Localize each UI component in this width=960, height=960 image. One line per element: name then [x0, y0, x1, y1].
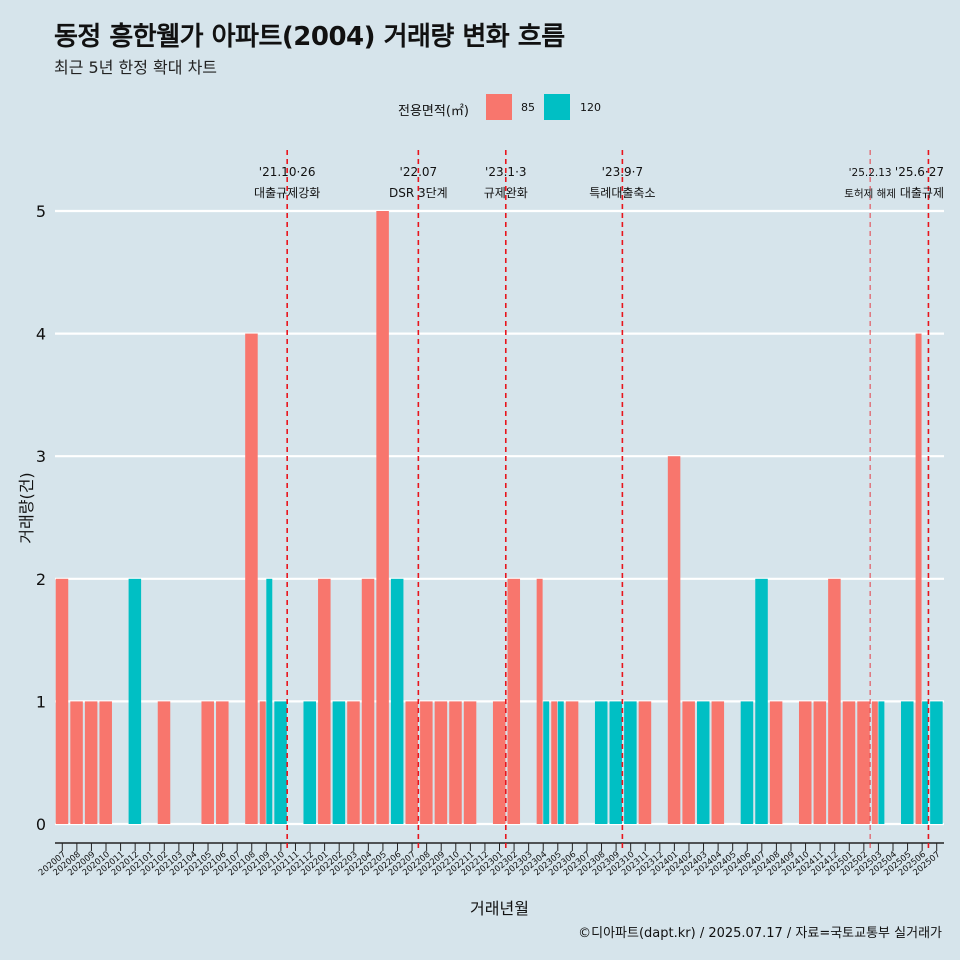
- bar-85-202203: [347, 701, 360, 824]
- bar-85-202502: [857, 701, 870, 824]
- bar-85-202209: [434, 701, 448, 824]
- bar-120-202506: [922, 701, 929, 824]
- bar-85-202302: [507, 578, 521, 824]
- bar-120-202109: [266, 578, 273, 824]
- bar-120-202406: [740, 701, 754, 824]
- x-axis-title: 거래년월: [470, 899, 529, 918]
- bar-85-202106: [216, 701, 229, 824]
- bar-120-202505: [901, 701, 914, 824]
- bar-120-202304: [543, 701, 550, 824]
- bar-85-202007: [55, 578, 69, 824]
- bar-85-202401: [667, 456, 681, 824]
- bar-85-202201: [318, 578, 331, 824]
- bar-85-202301: [492, 701, 506, 824]
- bar-85-202210: [449, 701, 462, 824]
- chart-subtitle: 최근 5년 한정 확대 차트: [54, 58, 218, 77]
- caption: ©디아파트(dapt.kr) / 2025.07.17 / 자료=국토교통부 실…: [578, 926, 942, 941]
- legend-label-120: 120: [580, 101, 601, 114]
- event-label: 규제완화: [484, 186, 528, 200]
- bar-85-202503: [871, 701, 878, 824]
- event-date-label: '25.6·27: [895, 165, 944, 179]
- bar-85-202108: [245, 333, 258, 824]
- bar-120-202206: [390, 578, 404, 824]
- bar-85-202412: [828, 578, 841, 824]
- event-date-label: '23.1·3: [485, 165, 526, 179]
- bar-120-202403: [696, 701, 710, 824]
- legend: 전용면적(㎡) 85 120: [0, 94, 960, 122]
- bar-85-202204: [361, 578, 375, 824]
- bar-120-202112: [303, 701, 316, 824]
- bar-85-202408: [769, 701, 783, 824]
- bar-85-202410: [798, 701, 812, 824]
- event-date-label: '25.2.13: [849, 167, 892, 179]
- bar-85-202009: [84, 701, 98, 824]
- y-tick-label: 4: [36, 325, 46, 344]
- bar-120-202202: [332, 701, 346, 824]
- event-date-label: '23.9·7: [602, 165, 643, 179]
- y-tick-label: 2: [36, 570, 46, 589]
- bar-120-202309: [609, 701, 623, 824]
- bar-85-202506: [915, 333, 922, 824]
- event-label: 특례대출축소: [589, 186, 655, 200]
- bar-120-202310: [624, 701, 637, 824]
- bar-85-202205: [376, 211, 389, 824]
- bar-85-202305: [551, 701, 558, 824]
- bar-85-202208: [420, 701, 433, 824]
- bar-85-202211: [463, 701, 477, 824]
- legend-label-85: 85: [521, 101, 535, 114]
- bar-120-202308: [594, 701, 608, 824]
- bar-85-202306: [565, 701, 579, 824]
- chart-title: 동정 흥한웰가 아파트(2004) 거래량 변화 흐름: [54, 22, 565, 52]
- bar-85-202411: [813, 701, 827, 824]
- bar-120-202110: [274, 701, 287, 824]
- event-date-label: '22.07: [400, 165, 438, 179]
- bar-120-202507: [930, 701, 943, 824]
- bar-85-202304: [536, 578, 543, 824]
- event-label: DSR 3단계: [389, 186, 448, 200]
- bar-120-202305: [557, 701, 564, 824]
- event-label: 대출규제강화: [254, 186, 320, 200]
- bar-85-202109: [259, 701, 266, 824]
- bar-85-202402: [682, 701, 695, 824]
- y-tick-label: 0: [36, 815, 46, 834]
- bar-85-202311: [638, 701, 652, 824]
- y-tick-label: 5: [36, 202, 46, 221]
- bar-85-202102: [157, 701, 171, 824]
- bar-120-202503: [878, 701, 885, 824]
- bar-85-202501: [842, 701, 856, 824]
- bar-85-202105: [201, 701, 214, 824]
- legend-key-85: [486, 94, 512, 120]
- legend-title: 전용면적(㎡): [398, 104, 469, 119]
- event-label: 대출규제: [900, 186, 944, 200]
- bar-120-202012: [128, 578, 142, 824]
- event-label: 토허제 해제: [844, 187, 896, 200]
- y-axis-title: 거래량(건): [17, 472, 36, 543]
- y-tick-label: 3: [36, 447, 46, 466]
- bar-85-202207: [405, 701, 419, 824]
- y-tick-label: 1: [36, 692, 46, 711]
- bar-85-202404: [711, 701, 725, 824]
- bar-85-202010: [99, 701, 112, 824]
- bar-85-202008: [70, 701, 83, 824]
- event-date-label: '21.10·26: [259, 165, 316, 179]
- legend-key-120: [544, 94, 570, 120]
- bar-120-202407: [755, 578, 768, 824]
